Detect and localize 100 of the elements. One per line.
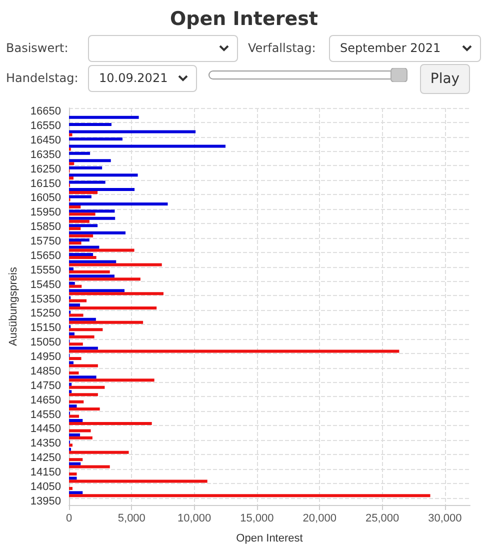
text: Handelstag:	[6, 71, 78, 85]
bar	[69, 346, 98, 350]
bar	[69, 212, 96, 216]
bar	[69, 376, 96, 379]
x-tick-label: 25,000	[365, 512, 400, 524]
y-tick-label: 16350	[30, 148, 61, 161]
bar	[69, 486, 73, 490]
bar	[69, 318, 96, 321]
bar	[69, 252, 94, 256]
bar	[69, 248, 134, 252]
y-tick-label: 14550	[30, 408, 61, 421]
bar	[69, 284, 82, 288]
y-tick-label: 16050	[30, 192, 61, 204]
bar	[69, 274, 114, 278]
bar	[69, 364, 98, 368]
bar	[69, 404, 77, 408]
y-tick-label: 15450	[30, 278, 61, 291]
bar	[69, 342, 83, 346]
bar	[69, 304, 80, 306]
bar	[69, 260, 116, 264]
bar	[69, 137, 123, 140]
y-tick-label: 15850	[30, 221, 61, 234]
bar	[69, 267, 74, 270]
bar	[69, 116, 139, 119]
bar	[69, 205, 81, 208]
y-tick-label: 14250	[30, 452, 61, 464]
bar	[69, 270, 110, 274]
bar	[69, 227, 81, 230]
bar	[69, 335, 94, 338]
bar	[69, 242, 82, 245]
bar	[69, 278, 140, 281]
y-tick-label: 15650	[30, 250, 61, 262]
y-tick-label: 14050	[30, 480, 61, 493]
bar	[69, 159, 111, 162]
bar	[69, 332, 75, 336]
bar	[69, 231, 126, 234]
bar	[69, 418, 83, 422]
bar	[69, 328, 103, 332]
x-tick-label: 15,000	[240, 512, 274, 524]
y-tick-label: 15250	[30, 308, 61, 320]
bar	[69, 390, 72, 394]
bar	[69, 422, 152, 425]
bar	[69, 371, 79, 374]
x-tick-label: 10,000	[177, 512, 212, 524]
bar	[69, 263, 162, 266]
bar	[69, 162, 74, 166]
y-axis-title: Ausübungspreis	[8, 266, 20, 346]
bar	[69, 224, 98, 228]
bar	[69, 256, 96, 259]
bar	[69, 450, 129, 454]
bar	[69, 180, 106, 184]
bar	[69, 306, 157, 310]
bar	[69, 299, 87, 302]
bar	[69, 191, 98, 194]
bar	[69, 133, 72, 136]
y-tick-label: 16450	[30, 134, 61, 146]
x-tick-label: 0	[66, 512, 72, 524]
y-tick-label: 15050	[30, 336, 61, 349]
bar	[69, 166, 102, 170]
dropdown-field: 10.09.2021	[88, 65, 197, 92]
y-tick-label: 15750	[30, 236, 61, 248]
x-axis-title: Open Interest	[236, 532, 303, 544]
bar	[69, 444, 73, 447]
bar	[69, 414, 80, 418]
text: Verfallstag:	[248, 41, 316, 55]
bar	[69, 320, 144, 324]
y-tick-label: 15550	[30, 264, 61, 276]
bar	[69, 378, 154, 382]
bar	[69, 246, 100, 249]
bar	[69, 462, 81, 466]
y-tick-label: 13950	[30, 495, 61, 508]
x-tick-label: 30,000	[428, 512, 462, 524]
y-tick-label: 16550	[30, 120, 61, 132]
bar	[69, 314, 84, 317]
bar	[69, 195, 92, 198]
bar	[69, 480, 208, 483]
bar	[69, 292, 164, 296]
bar	[69, 458, 83, 462]
bar	[69, 216, 116, 220]
y-tick-label: 16650	[30, 106, 61, 118]
y-tick-label: 14850	[30, 365, 61, 378]
y-tick-label: 16250	[30, 163, 61, 176]
bar	[69, 393, 98, 396]
text: Basiswert:	[6, 41, 68, 55]
bar	[69, 357, 82, 360]
x-tick-label: 5,000	[118, 512, 146, 524]
y-tick-label: 15950	[30, 206, 61, 219]
y-tick-label: 14150	[30, 466, 61, 479]
bar	[69, 408, 100, 411]
bar	[69, 220, 90, 223]
bar	[69, 494, 430, 498]
bar	[69, 144, 226, 148]
bar	[69, 429, 91, 432]
bar	[69, 386, 105, 389]
bar	[69, 491, 83, 494]
bar	[69, 476, 77, 480]
bar	[69, 465, 110, 468]
y-tick-label: 15350	[30, 293, 61, 306]
y-tick-label: 14450	[30, 423, 61, 436]
bar	[69, 400, 84, 404]
